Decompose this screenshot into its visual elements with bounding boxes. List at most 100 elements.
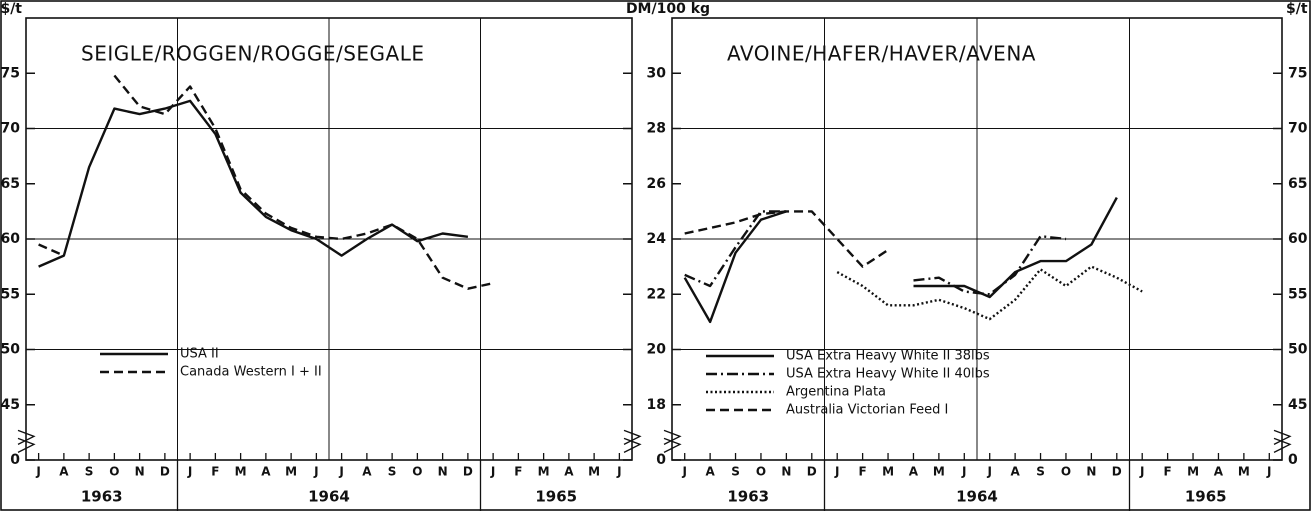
- x-tick-label: M: [285, 465, 297, 479]
- series-line: [38, 99, 469, 268]
- x-tick-label: A: [705, 465, 715, 479]
- y-tick-label: 70: [1288, 121, 1308, 137]
- x-tick-label: J: [616, 465, 621, 479]
- series-line: [683, 197, 1118, 324]
- axis-break: [17, 429, 36, 453]
- x-tick-label: O: [412, 465, 422, 479]
- x-tick-label: J: [490, 465, 495, 479]
- axis-break: [663, 429, 682, 453]
- series-line: [38, 74, 494, 290]
- y-tick-label: 0: [656, 452, 666, 468]
- x-tick-label: M: [235, 465, 247, 479]
- y-tick-label: 28: [647, 121, 666, 137]
- x-tick-label: S: [85, 465, 94, 479]
- series-line: [684, 210, 889, 268]
- series-line: [684, 210, 1067, 296]
- year-label: 1965: [1185, 488, 1227, 506]
- y-tick-label: 60: [1288, 231, 1308, 247]
- x-tick-label: S: [388, 465, 397, 479]
- x-tick-label: S: [1036, 465, 1045, 479]
- x-tick-label: O: [109, 465, 119, 479]
- y-tick-label: 45: [1, 397, 20, 413]
- y-tick-label: 24: [647, 231, 667, 247]
- x-tick-label: N: [135, 465, 145, 479]
- y-tick-label: 55: [1, 286, 20, 302]
- x-tick-label: J: [313, 465, 318, 479]
- y-tick-label: 70: [1, 121, 21, 137]
- x-tick-label: O: [756, 465, 766, 479]
- x-tick-label: S: [731, 465, 740, 479]
- axis-break: [1273, 429, 1292, 453]
- y-axis-label: DM/100 kg: [626, 1, 710, 17]
- chart-title: SEIGLE/ROGGEN/ROGGE/SEGALE: [81, 42, 425, 66]
- year-label: 1965: [535, 488, 577, 506]
- y-tick-label: 50: [1, 342, 21, 358]
- x-tick-label: M: [1187, 465, 1199, 479]
- year-label: 1963: [727, 488, 769, 506]
- y-tick-label: 0: [1288, 452, 1298, 468]
- x-tick-label: D: [463, 465, 473, 479]
- y-tick-label: 45: [1288, 397, 1307, 413]
- x-tick-label: J: [187, 465, 192, 479]
- y-tick-label: 50: [1288, 342, 1308, 358]
- series-line: [836, 265, 1143, 321]
- x-tick-label: N: [438, 465, 448, 479]
- x-tick-label: M: [538, 465, 550, 479]
- x-tick-label: N: [781, 465, 791, 479]
- x-tick-label: M: [1238, 465, 1250, 479]
- y-tick-label: 22: [647, 286, 666, 302]
- y2-axis-label: $/t: [1286, 1, 1308, 17]
- x-tick-label: D: [1112, 465, 1122, 479]
- x-tick-label: J: [1139, 465, 1144, 479]
- x-tick-label: F: [514, 465, 522, 479]
- legend-label: USA Extra Heavy White II 40lbs: [786, 367, 990, 382]
- x-tick-label: A: [1010, 465, 1020, 479]
- year-label: 1964: [956, 488, 998, 506]
- legend-label: USA Extra Heavy White II 38lbs: [786, 349, 990, 364]
- x-tick-label: N: [1086, 465, 1096, 479]
- x-tick-label: A: [261, 465, 271, 479]
- x-tick-label: M: [588, 465, 600, 479]
- y-tick-label: 75: [1, 65, 20, 81]
- x-tick-label: A: [564, 465, 574, 479]
- chart-title: AVOINE/HAFER/HAVER/AVENA: [727, 42, 1036, 66]
- x-tick-label: M: [882, 465, 894, 479]
- y-tick-label: 18: [647, 397, 666, 413]
- x-tick-label: F: [1164, 465, 1172, 479]
- x-tick-label: O: [1061, 465, 1071, 479]
- x-tick-label: A: [1214, 465, 1224, 479]
- x-tick-label: D: [160, 465, 170, 479]
- legend-label: Argentina Plata: [786, 385, 886, 400]
- y-tick-label: 20: [647, 342, 667, 358]
- x-tick-label: J: [961, 465, 966, 479]
- legend-label: Canada Western I + II: [180, 365, 322, 380]
- y-tick-label: 0: [10, 452, 20, 468]
- x-tick-label: A: [909, 465, 919, 479]
- year-label: 1964: [308, 488, 350, 506]
- legend-label: USA II: [180, 347, 219, 362]
- y-tick-label: 55: [1288, 286, 1307, 302]
- y-tick-label: 65: [1, 176, 20, 192]
- y-axis-label: $/t: [0, 1, 22, 17]
- x-tick-label: A: [362, 465, 372, 479]
- x-tick-label: J: [681, 465, 686, 479]
- x-tick-label: M: [933, 465, 945, 479]
- x-tick-label: J: [834, 465, 839, 479]
- y-tick-label: 30: [647, 65, 667, 81]
- axis-break: [623, 429, 642, 453]
- y-tick-label: 26: [647, 176, 666, 192]
- x-tick-label: D: [807, 465, 817, 479]
- x-tick-label: A: [59, 465, 69, 479]
- legend-label: Australia Victorian Feed I: [786, 403, 948, 418]
- x-tick-label: J: [986, 465, 991, 479]
- x-tick-label: F: [211, 465, 219, 479]
- y-tick-label: 65: [1288, 176, 1307, 192]
- x-tick-label: J: [1266, 465, 1271, 479]
- y-tick-label: 60: [1, 231, 21, 247]
- x-tick-label: J: [35, 465, 40, 479]
- x-tick-label: F: [859, 465, 867, 479]
- x-tick-label: J: [338, 465, 343, 479]
- year-label: 1963: [81, 488, 123, 506]
